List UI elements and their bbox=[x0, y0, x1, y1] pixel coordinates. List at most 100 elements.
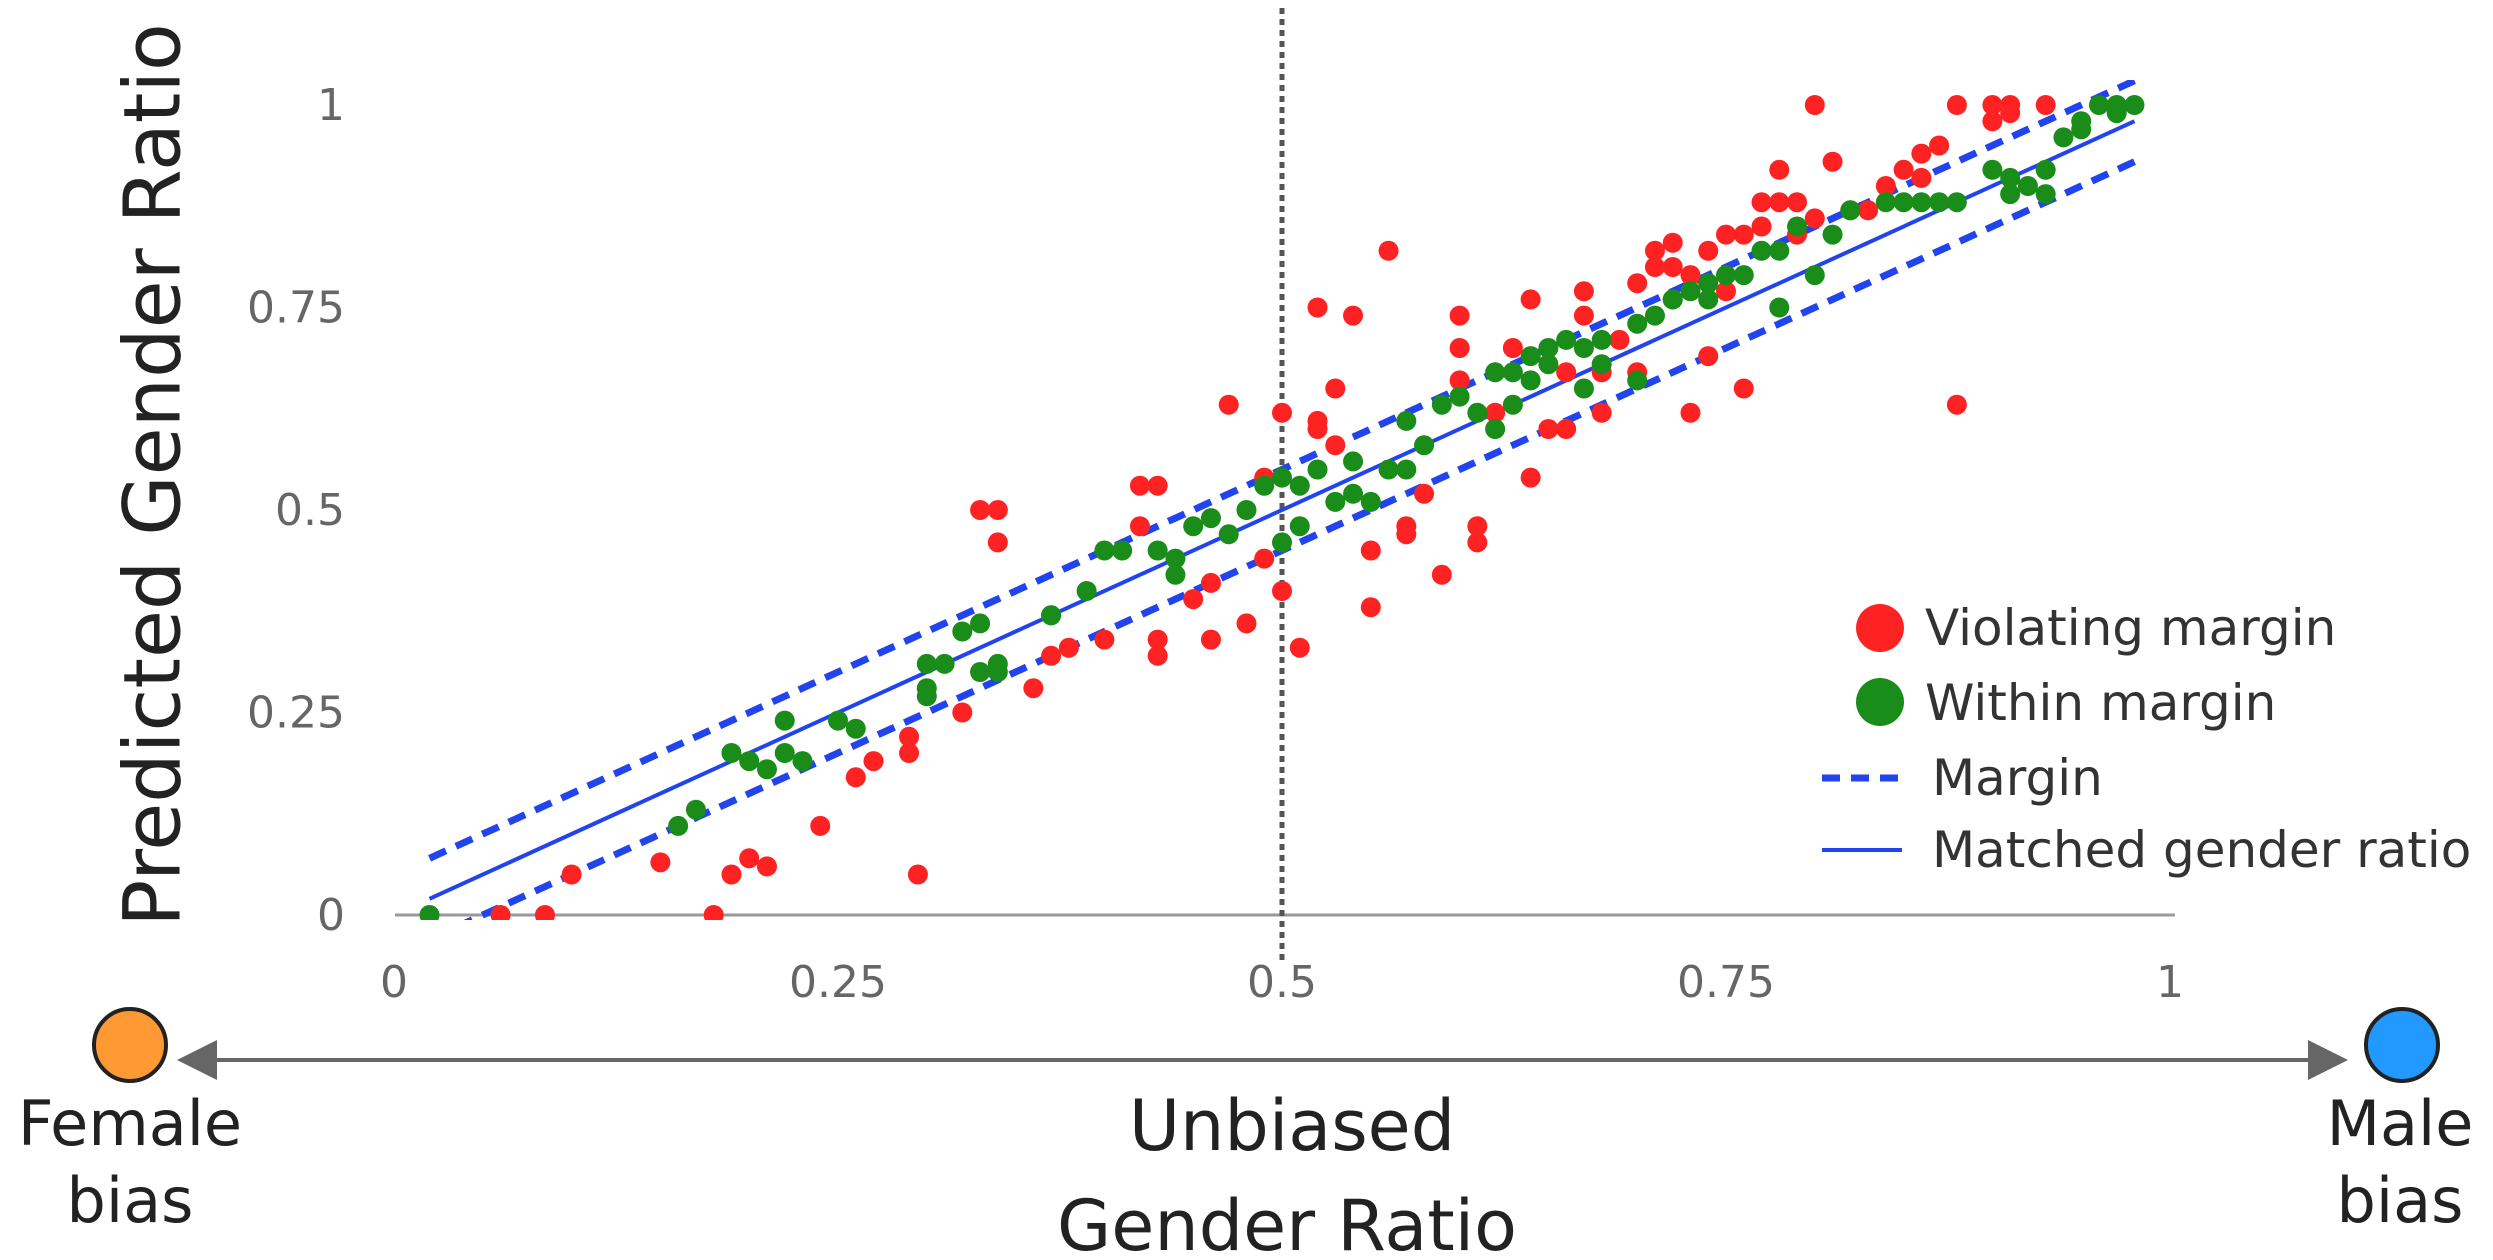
within-point bbox=[2088, 95, 2109, 115]
within-point bbox=[1538, 354, 1559, 375]
legend-violating-label: Violating margin bbox=[1925, 599, 2336, 657]
male-bias-marker bbox=[2364, 1007, 2440, 1083]
within-point bbox=[1698, 273, 1719, 294]
violating-point bbox=[1520, 289, 1541, 310]
violating-point bbox=[1662, 257, 1683, 277]
within-point bbox=[1875, 192, 1896, 213]
violating-point bbox=[1680, 265, 1701, 286]
violating-point bbox=[1360, 540, 1381, 561]
within-point bbox=[2106, 95, 2127, 115]
violating-point bbox=[1716, 281, 1736, 302]
violating-point bbox=[1449, 338, 1470, 358]
x-tick-label: 0.5 bbox=[1247, 957, 1317, 1008]
within-point bbox=[1538, 338, 1559, 358]
data-points bbox=[419, 95, 2145, 920]
legend-matched-label: Matched gender ratio bbox=[1932, 821, 2471, 879]
violating-point bbox=[1449, 305, 1470, 326]
violating-point bbox=[1751, 192, 1772, 213]
legend: Violating margin Within margin Margin Ma… bbox=[1822, 599, 2471, 879]
legend-violating-marker bbox=[1856, 604, 1904, 652]
legend-margin-label: Margin bbox=[1932, 749, 2103, 807]
violating-point bbox=[1502, 338, 1523, 358]
violating-point bbox=[845, 767, 866, 788]
violating-point bbox=[1254, 548, 1275, 569]
within-point bbox=[1431, 394, 1452, 415]
within-point bbox=[1627, 313, 1648, 334]
violating-point bbox=[1147, 475, 1168, 496]
within-point bbox=[419, 905, 440, 920]
within-point bbox=[2124, 95, 2145, 115]
within-point bbox=[916, 678, 937, 699]
violating-point bbox=[1698, 346, 1719, 367]
violating-point bbox=[1414, 483, 1435, 504]
violating-point bbox=[863, 751, 884, 772]
violating-point bbox=[490, 905, 511, 920]
violating-point bbox=[1023, 678, 1044, 699]
within-point bbox=[685, 799, 706, 820]
within-point bbox=[1733, 265, 1754, 286]
violating-point bbox=[1236, 613, 1257, 634]
violating-point bbox=[1129, 516, 1150, 537]
y-axis-label: Predicted Gender Ratio bbox=[108, 23, 198, 926]
violating-point bbox=[1929, 135, 1950, 156]
violating-point bbox=[1680, 402, 1701, 423]
within-point bbox=[1076, 581, 1097, 601]
within-point bbox=[1644, 305, 1665, 326]
violating-point bbox=[1644, 240, 1665, 261]
violating-point bbox=[1698, 240, 1719, 261]
violating-point bbox=[1573, 305, 1594, 326]
violating-point bbox=[1431, 564, 1452, 585]
within-point bbox=[1396, 410, 1417, 431]
within-point bbox=[792, 751, 813, 772]
violating-point bbox=[1556, 419, 1577, 439]
violating-point bbox=[1946, 95, 1967, 115]
within-point bbox=[2053, 127, 2074, 148]
violating-point bbox=[1733, 378, 1754, 399]
violating-point bbox=[1911, 167, 1932, 188]
within-point bbox=[1307, 459, 1328, 480]
within-point bbox=[1929, 192, 1950, 213]
violating-point bbox=[899, 726, 920, 747]
violating-point bbox=[952, 702, 973, 723]
violating-point bbox=[1858, 200, 1879, 221]
within-point bbox=[1804, 265, 1825, 286]
legend-within-label: Within margin bbox=[1925, 674, 2276, 732]
within-point bbox=[1200, 508, 1221, 529]
within-point bbox=[828, 710, 848, 731]
violating-point bbox=[1325, 378, 1346, 399]
female-bias-label-line1: Female bbox=[18, 1087, 242, 1160]
within-point bbox=[1893, 192, 1914, 213]
violating-point bbox=[1307, 297, 1328, 318]
violating-point bbox=[721, 864, 742, 885]
violating-point bbox=[1467, 516, 1488, 537]
violating-point bbox=[1556, 362, 1577, 383]
within-point bbox=[845, 718, 866, 739]
violating-point bbox=[1307, 419, 1328, 439]
violating-point bbox=[899, 743, 920, 763]
y-tick-label: 1 bbox=[317, 80, 345, 131]
within-point bbox=[1183, 516, 1204, 537]
violating-point bbox=[1485, 402, 1506, 423]
within-point bbox=[987, 662, 1008, 682]
within-point bbox=[756, 759, 777, 780]
x-tick-label: 0.25 bbox=[789, 957, 887, 1008]
violating-point bbox=[1627, 273, 1648, 294]
within-point bbox=[934, 653, 955, 674]
violating-point bbox=[703, 905, 724, 920]
female-bias-marker bbox=[92, 1007, 168, 1083]
within-point bbox=[1822, 224, 1843, 245]
violating-point bbox=[1449, 370, 1470, 391]
violating-point bbox=[1129, 475, 1150, 496]
x-tick-label: 0 bbox=[380, 957, 408, 1008]
y-axis-ticks: 0 0.25 0.5 0.75 1 bbox=[247, 80, 345, 941]
violating-point bbox=[1787, 192, 1808, 213]
within-point bbox=[1289, 475, 1310, 496]
within-point bbox=[1112, 540, 1133, 561]
within-point bbox=[952, 621, 973, 642]
within-point bbox=[774, 743, 795, 763]
within-point bbox=[2035, 159, 2056, 180]
violating-point bbox=[1591, 402, 1612, 423]
within-point bbox=[1662, 289, 1683, 310]
within-point bbox=[1041, 605, 1062, 626]
y-tick-label: 0.5 bbox=[275, 485, 345, 536]
